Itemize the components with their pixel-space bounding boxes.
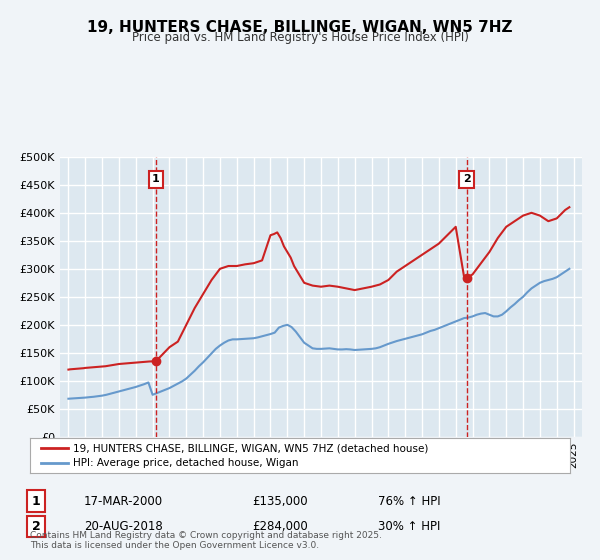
Text: 19, HUNTERS CHASE, BILLINGE, WIGAN, WN5 7HZ: 19, HUNTERS CHASE, BILLINGE, WIGAN, WN5 … (87, 20, 513, 35)
Text: Contains HM Land Registry data © Crown copyright and database right 2025.
This d: Contains HM Land Registry data © Crown c… (30, 530, 382, 550)
Text: £284,000: £284,000 (252, 520, 308, 533)
Text: 19, HUNTERS CHASE, BILLINGE, WIGAN, WN5 7HZ (detached house): 19, HUNTERS CHASE, BILLINGE, WIGAN, WN5 … (73, 443, 428, 453)
Text: 17-MAR-2000: 17-MAR-2000 (84, 494, 163, 508)
Text: 30% ↑ HPI: 30% ↑ HPI (378, 520, 440, 533)
Text: Price paid vs. HM Land Registry's House Price Index (HPI): Price paid vs. HM Land Registry's House … (131, 31, 469, 44)
Text: 2: 2 (463, 174, 470, 184)
Text: 2: 2 (32, 520, 40, 533)
Text: 20-AUG-2018: 20-AUG-2018 (84, 520, 163, 533)
Text: 76% ↑ HPI: 76% ↑ HPI (378, 494, 440, 508)
Text: HPI: Average price, detached house, Wigan: HPI: Average price, detached house, Wiga… (73, 459, 299, 469)
Text: 1: 1 (152, 174, 160, 184)
Text: £135,000: £135,000 (252, 494, 308, 508)
Text: 1: 1 (32, 494, 40, 508)
